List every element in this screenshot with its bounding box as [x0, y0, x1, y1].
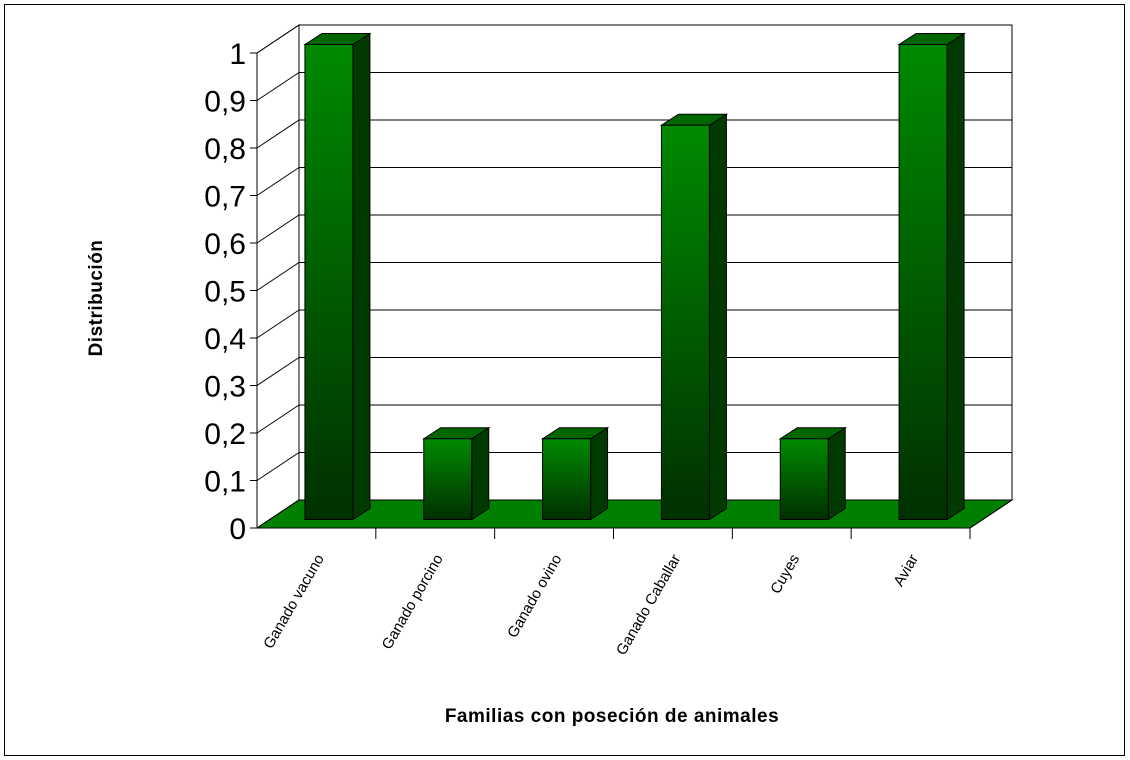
bar-front-face	[660, 124, 710, 520]
bar-side-face	[708, 113, 727, 521]
gridline-diagonal	[256, 404, 300, 434]
y-tick-label: 0,9	[204, 86, 246, 119]
bar-ganado-vacuno	[303, 32, 372, 521]
y-tick-label: 0,1	[204, 466, 246, 499]
grid-layer	[250, 24, 1013, 529]
bar-side-face	[352, 32, 371, 521]
gridline-diagonal	[256, 309, 300, 339]
gridline-diagonal	[256, 119, 300, 149]
x-tick-label: Cuyes	[767, 552, 803, 597]
bar-front-face	[423, 438, 473, 520]
x-tick-label: Ganado ovino	[504, 552, 565, 641]
bar-side-face	[827, 426, 846, 521]
x-axis-title: Familias con poseción de animales	[445, 706, 779, 727]
y-tick-label: 0,5	[204, 276, 246, 309]
y-tick-label: 0,8	[204, 133, 246, 166]
y-tick-label: 1	[229, 38, 246, 71]
x-tick-label: Aviar	[890, 551, 922, 589]
x-tick-labels: Ganado vacuno Ganado porcino Ganado ovino G…	[260, 551, 922, 658]
gridline-diagonal	[256, 357, 300, 386]
gridline-diagonal	[256, 24, 300, 54]
bar-cuyes	[778, 426, 847, 521]
bar-side-face	[946, 32, 965, 521]
gridline-diagonal	[256, 72, 300, 101]
bar-side-face	[471, 426, 490, 521]
gridline-diagonal	[256, 167, 300, 196]
bar-front-face	[304, 44, 354, 520]
y-tick-label: 0,2	[204, 418, 246, 451]
bars-layer	[303, 32, 966, 521]
gridline-diagonal	[256, 262, 300, 291]
bar-ganado-ovino	[540, 426, 610, 521]
bar-front-face	[542, 438, 592, 520]
y-axis-title: Distribución	[86, 240, 107, 357]
y-tick-label: 0,7	[204, 181, 246, 214]
y-tick-labels: 0 0,1 0,2 0,3 0,4 0,5 0,6 0,7 0,8 0,9 1	[204, 38, 246, 546]
y-tick-label: 0,4	[204, 323, 246, 356]
bar-ganado-caballar	[659, 113, 729, 521]
x-tick-label: Ganado vacuno	[260, 552, 328, 652]
bar-front-face	[779, 438, 829, 520]
bar-aviar	[897, 32, 966, 521]
y-tick-label: 0,3	[204, 371, 246, 404]
bar-side-face	[590, 426, 609, 521]
bar-ganado-porcino	[422, 426, 491, 521]
x-tick-label: Ganado porcino	[379, 552, 447, 653]
gridline-diagonal	[256, 452, 300, 481]
y-tick-label: 0,6	[204, 228, 246, 261]
bar-front-face	[898, 44, 948, 520]
x-tick-label: Ganado Caballar	[613, 552, 684, 659]
gridline-diagonal	[256, 214, 300, 244]
floor-edge	[969, 499, 1013, 529]
y-tick-label: 0	[229, 513, 246, 546]
